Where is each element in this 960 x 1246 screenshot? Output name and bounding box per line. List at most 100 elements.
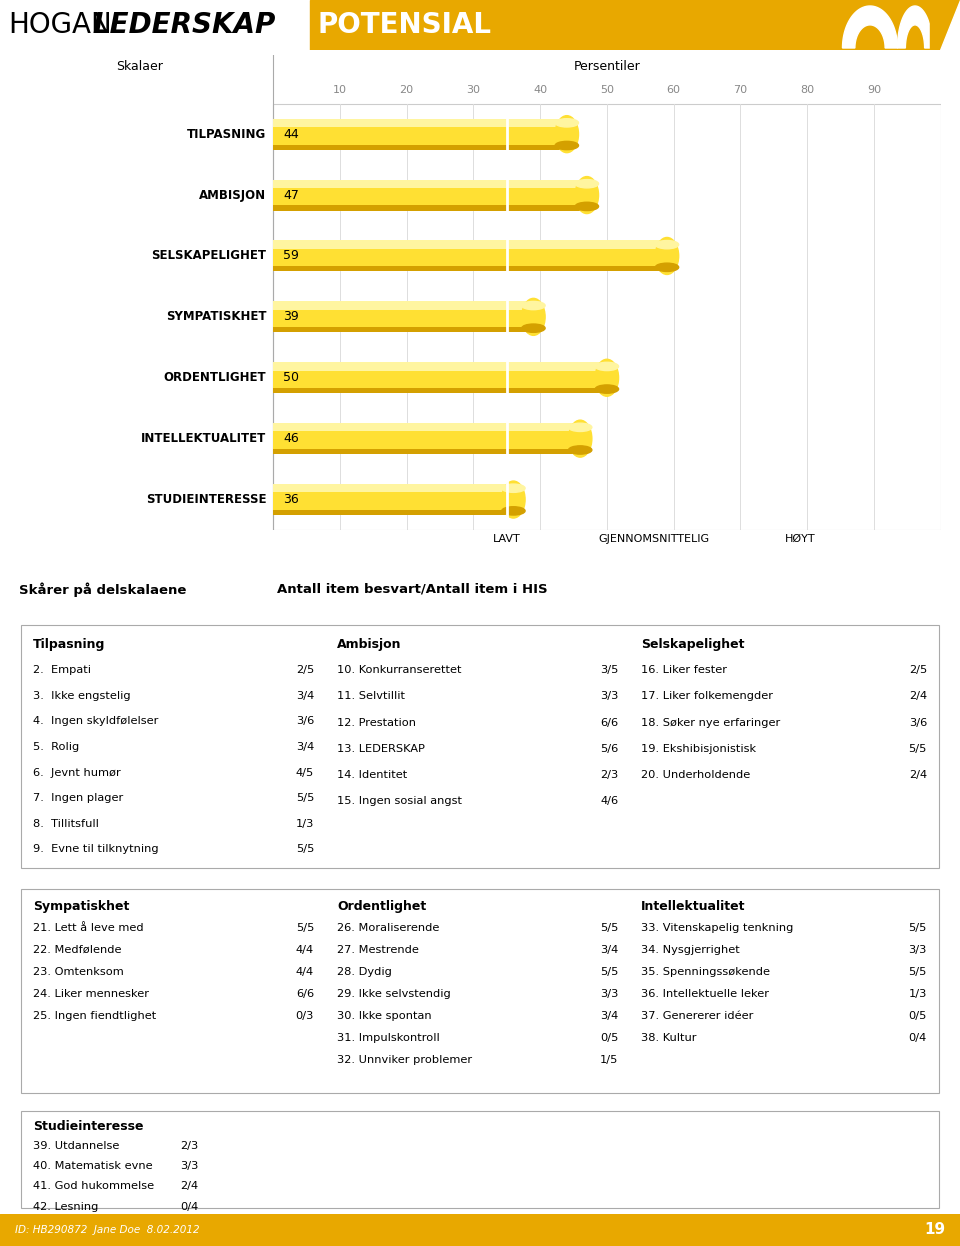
Text: 17. Liker folkemengder: 17. Liker folkemengder: [641, 692, 774, 701]
Ellipse shape: [595, 359, 618, 396]
Text: 3/3: 3/3: [908, 944, 927, 954]
Text: 20: 20: [399, 85, 414, 95]
Text: 5/5: 5/5: [600, 923, 618, 933]
Text: 60: 60: [666, 85, 681, 95]
Ellipse shape: [555, 118, 579, 127]
Text: 3/6: 3/6: [296, 716, 314, 726]
Bar: [273, 385, 607, 394]
Bar: [273, 118, 566, 127]
Text: 3/6: 3/6: [909, 718, 927, 728]
Text: 70: 70: [733, 85, 748, 95]
Bar: [0, 0, 310, 50]
Text: ID: HB290872  Jane Doe  8.02.2012: ID: HB290872 Jane Doe 8.02.2012: [15, 1225, 200, 1235]
Text: 3/3: 3/3: [180, 1161, 199, 1171]
Ellipse shape: [656, 238, 679, 274]
Bar: [273, 368, 607, 389]
Text: 3.  Ikke engstelig: 3. Ikke engstelig: [33, 690, 131, 700]
Text: 30: 30: [467, 85, 480, 95]
Ellipse shape: [575, 179, 598, 188]
Ellipse shape: [595, 385, 618, 394]
Text: LEDERSKAP: LEDERSKAP: [92, 11, 276, 39]
Ellipse shape: [656, 240, 679, 249]
Text: HØYT: HØYT: [785, 533, 816, 543]
Text: POTENSIAL: POTENSIAL: [318, 11, 492, 39]
Bar: [273, 240, 667, 249]
Text: 80: 80: [801, 85, 814, 95]
Ellipse shape: [568, 424, 592, 431]
Ellipse shape: [521, 298, 545, 335]
Text: 5/5: 5/5: [908, 967, 927, 977]
Bar: [310, 0, 960, 50]
Text: 50: 50: [600, 85, 613, 95]
Text: 7.  Ingen plager: 7. Ingen plager: [33, 794, 123, 804]
Text: 2/5: 2/5: [909, 665, 927, 675]
Text: 26. Moraliserende: 26. Moraliserende: [337, 923, 440, 933]
Text: Intellektualitet: Intellektualitet: [641, 900, 746, 913]
Text: 6/6: 6/6: [600, 718, 618, 728]
Text: 2/3: 2/3: [600, 770, 618, 780]
Text: 2/4: 2/4: [909, 770, 927, 780]
Text: 5/5: 5/5: [600, 967, 618, 977]
Text: 4/4: 4/4: [296, 967, 314, 977]
Text: INTELLEKTUALITET: INTELLEKTUALITET: [141, 432, 266, 445]
Text: 47: 47: [283, 188, 299, 202]
Text: 33. Vitenskapelig tenkning: 33. Vitenskapelig tenkning: [641, 923, 794, 933]
Text: 38. Kultur: 38. Kultur: [641, 1033, 697, 1043]
Bar: [273, 485, 514, 492]
Text: 46: 46: [283, 432, 299, 445]
Ellipse shape: [568, 446, 592, 454]
Ellipse shape: [521, 324, 545, 333]
Text: TILPASNING: TILPASNING: [187, 127, 266, 141]
Ellipse shape: [555, 116, 579, 153]
Text: 4/4: 4/4: [296, 944, 314, 954]
Polygon shape: [940, 0, 960, 50]
Text: 5/5: 5/5: [296, 794, 314, 804]
Text: 4/5: 4/5: [296, 768, 314, 778]
Text: 50: 50: [283, 371, 299, 384]
Text: 36: 36: [283, 493, 299, 506]
Text: 18. Søker nye erfaringer: 18. Søker nye erfaringer: [641, 718, 780, 728]
Text: 1/3: 1/3: [296, 819, 314, 829]
Text: LAVT: LAVT: [492, 533, 520, 543]
Bar: [273, 184, 587, 206]
Text: 15. Ingen sosial angst: 15. Ingen sosial angst: [337, 796, 462, 806]
Text: 21. Lett å leve med: 21. Lett å leve med: [33, 923, 144, 933]
Text: 3/5: 3/5: [600, 665, 618, 675]
Text: 44: 44: [283, 127, 299, 141]
Text: 5/5: 5/5: [908, 744, 927, 754]
Text: 0/3: 0/3: [296, 1011, 314, 1020]
Text: Persentiler: Persentiler: [573, 60, 640, 74]
Text: 29. Ikke selvstendig: 29. Ikke selvstendig: [337, 989, 451, 999]
Text: 5/5: 5/5: [908, 923, 927, 933]
Ellipse shape: [555, 141, 579, 150]
Text: 11. Selvtillit: 11. Selvtillit: [337, 692, 405, 701]
Ellipse shape: [502, 507, 525, 515]
Text: 5/5: 5/5: [296, 845, 314, 855]
Text: 25. Ingen fiendtlighet: 25. Ingen fiendtlighet: [33, 1011, 156, 1020]
Bar: [273, 446, 580, 454]
Text: 19. Ekshibisjonistisk: 19. Ekshibisjonistisk: [641, 744, 756, 754]
Text: 6/6: 6/6: [296, 989, 314, 999]
Text: 10: 10: [333, 85, 347, 95]
Ellipse shape: [502, 481, 525, 518]
Bar: [273, 424, 580, 431]
Text: 22. Medfølende: 22. Medfølende: [33, 944, 122, 954]
Bar: [273, 179, 587, 188]
Text: 0/5: 0/5: [600, 1033, 618, 1043]
Text: 40: 40: [533, 85, 547, 95]
Text: 3/4: 3/4: [296, 741, 314, 751]
Text: Skalaer: Skalaer: [116, 60, 163, 74]
Text: 1/3: 1/3: [908, 989, 927, 999]
Text: Selskapelighet: Selskapelighet: [641, 638, 745, 650]
Text: 42. Lesning: 42. Lesning: [33, 1202, 98, 1212]
Text: 90: 90: [867, 85, 881, 95]
Text: 19: 19: [924, 1222, 945, 1237]
Text: SYMPATISKHET: SYMPATISKHET: [166, 310, 266, 324]
Bar: [273, 245, 667, 267]
Polygon shape: [843, 6, 898, 49]
Ellipse shape: [568, 420, 592, 457]
Text: 2/4: 2/4: [909, 692, 927, 701]
Text: SELSKAPELIGHET: SELSKAPELIGHET: [152, 249, 266, 263]
Text: 40. Matematisk evne: 40. Matematisk evne: [33, 1161, 153, 1171]
Ellipse shape: [595, 363, 618, 370]
